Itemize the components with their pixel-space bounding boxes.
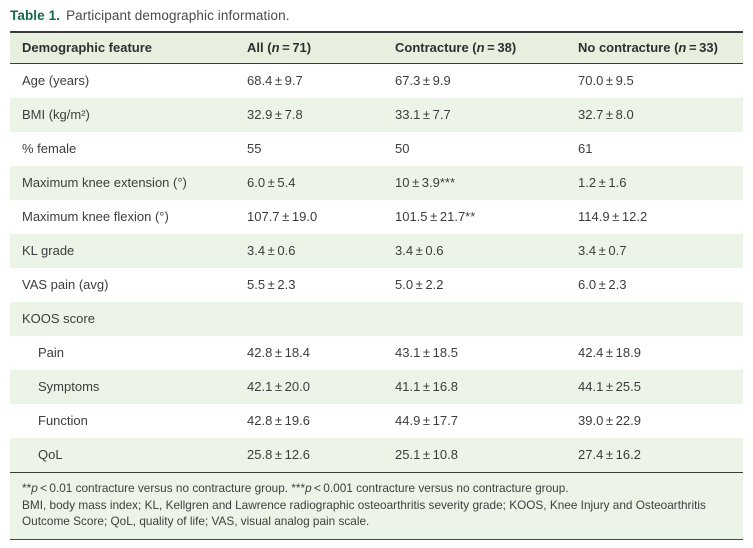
row-label: VAS pain (avg) [22, 277, 109, 292]
table-row-bmi: BMI (kg/m²) 32.9 ± 7.8 33.1 ± 7.7 32.7 ±… [10, 98, 743, 132]
cell-contracture [395, 302, 578, 336]
cell-all: 32.9 ± 7.8 [247, 98, 395, 132]
cell-contracture: 25.1 ± 10.8 [395, 438, 578, 472]
cell-all: 42.8 ± 18.4 [247, 345, 310, 360]
row-label: Maximum knee flexion (°) [22, 209, 169, 224]
cell-contracture: 44.9 ± 17.7 [395, 413, 458, 428]
cell-all: 42.8 ± 19.6 [247, 413, 310, 428]
cell-contracture: 10 ± 3.9*** [395, 166, 578, 200]
cell-no-contracture: 61 [578, 141, 593, 156]
cell-all: 6.0 ± 5.4 [247, 166, 395, 200]
cell-no-contracture: 1.2 ± 1.6 [578, 166, 743, 200]
cell-no-contracture: 32.7 ± 8.0 [578, 98, 743, 132]
row-label: BMI (kg/m²) [10, 98, 247, 132]
table-row-knee-extension: Maximum knee extension (°) 6.0 ± 5.4 10 … [10, 166, 743, 200]
table-row-female: % female 55 50 61 [10, 132, 743, 166]
cell-no-contracture: 39.0 ± 22.9 [578, 413, 641, 428]
column-header-demographic-feature: Demographic feature [10, 32, 247, 64]
row-label: Age (years) [22, 73, 90, 88]
caption-text: Participant demographic information. [66, 8, 290, 23]
table-row-koos-symptoms: Symptoms 42.1 ± 20.0 41.1 ± 16.8 44.1 ± … [10, 370, 743, 404]
cell-contracture: 101.5 ± 21.7** [395, 209, 476, 224]
cell-contracture: 50 [395, 141, 410, 156]
table-row-koos-qol: QoL 25.8 ± 12.6 25.1 ± 10.8 27.4 ± 16.2 [10, 438, 743, 472]
section-label: KOOS score [10, 302, 247, 336]
table-row-age: Age (years) 68.4 ± 9.7 67.3 ± 9.9 70.0 ±… [10, 64, 743, 99]
row-label: Function [38, 413, 88, 428]
row-label: Symptoms [10, 370, 247, 404]
cell-no-contracture: 42.4 ± 18.9 [578, 345, 641, 360]
cell-no-contracture: 44.1 ± 25.5 [578, 370, 743, 404]
abbreviations-note: BMI, body mass index; KL, Kellgren and L… [22, 497, 706, 529]
significance-note: **p < 0.01 contracture versus no contrac… [22, 481, 569, 495]
row-label: Maximum knee extension (°) [10, 166, 247, 200]
row-label: QoL [10, 438, 247, 472]
cell-all: 25.8 ± 12.6 [247, 438, 395, 472]
cell-no-contracture: 27.4 ± 16.2 [578, 438, 743, 472]
cell-all: 68.4 ± 9.7 [247, 73, 303, 88]
cell-all [247, 302, 395, 336]
column-header-no-contracture: No contracture (n = 33) [578, 32, 743, 64]
demographics-table: Demographic feature All (n = 71) Contrac… [10, 31, 743, 472]
table-footnotes: **p < 0.01 contracture versus no contrac… [10, 472, 743, 540]
table-row-koos-function: Function 42.8 ± 19.6 44.9 ± 17.7 39.0 ± … [10, 404, 743, 438]
table-row-vas-pain: VAS pain (avg) 5.5 ± 2.3 5.0 ± 2.2 6.0 ±… [10, 268, 743, 302]
cell-no-contracture: 6.0 ± 2.3 [578, 277, 627, 292]
cell-no-contracture [578, 302, 743, 336]
cell-all: 55 [247, 141, 262, 156]
cell-all: 42.1 ± 20.0 [247, 370, 395, 404]
row-label: KL grade [10, 234, 247, 268]
table-row-koos-section: KOOS score [10, 302, 743, 336]
cell-no-contracture: 114.9 ± 12.2 [578, 209, 648, 224]
cell-no-contracture: 3.4 ± 0.7 [578, 234, 743, 268]
cell-contracture: 43.1 ± 18.5 [395, 345, 458, 360]
column-header-all: All (n = 71) [247, 32, 395, 64]
cell-contracture: 3.4 ± 0.6 [395, 234, 578, 268]
table-number: Table 1. [10, 8, 61, 23]
cell-all: 3.4 ± 0.6 [247, 234, 395, 268]
cell-no-contracture: 70.0 ± 9.5 [578, 73, 634, 88]
header-row: Demographic feature All (n = 71) Contrac… [10, 32, 743, 64]
row-label: % female [22, 141, 77, 156]
table-caption: Table 1. Participant demographic informat… [10, 8, 743, 23]
cell-contracture: 33.1 ± 7.7 [395, 98, 578, 132]
table-row-koos-pain: Pain 42.8 ± 18.4 43.1 ± 18.5 42.4 ± 18.9 [10, 336, 743, 370]
cell-contracture: 67.3 ± 9.9 [395, 73, 451, 88]
cell-all: 5.5 ± 2.3 [247, 277, 296, 292]
row-label: Pain [38, 345, 65, 360]
cell-all: 107.7 ± 19.0 [247, 209, 318, 224]
cell-contracture: 41.1 ± 16.8 [395, 370, 578, 404]
column-header-contracture: Contracture (n = 38) [395, 32, 578, 64]
table-row-knee-flexion: Maximum knee flexion (°) 107.7 ± 19.0 10… [10, 200, 743, 234]
table-row-kl-grade: KL grade 3.4 ± 0.6 3.4 ± 0.6 3.4 ± 0.7 [10, 234, 743, 268]
cell-contracture: 5.0 ± 2.2 [395, 277, 444, 292]
